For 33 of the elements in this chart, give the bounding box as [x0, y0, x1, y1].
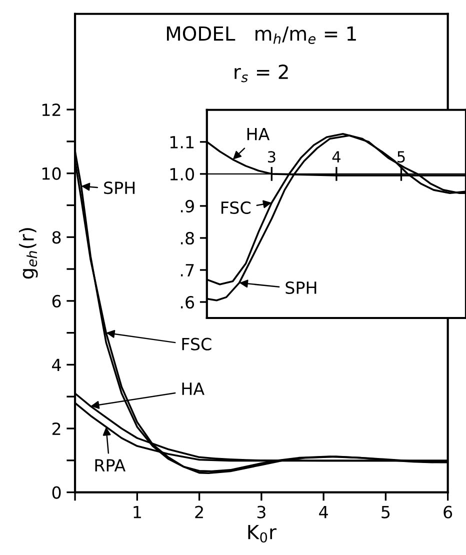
x-tick-label: 5 [398, 151, 405, 163]
annotation: HA [247, 128, 270, 140]
y-tick-label: .9 [180, 200, 194, 213]
annotation: SPH [286, 281, 316, 294]
text: MODEL m$_{h}$/m$_{e}$ = 1 [166, 26, 356, 44]
x-tick-label: 2 [195, 506, 203, 518]
y-tick-label: 2 [52, 422, 60, 435]
annotation: RPA [95, 459, 126, 472]
y-tick-label: 1.1 [170, 136, 194, 148]
y-tick-label: 10 [42, 167, 61, 180]
x-tick-label: 3 [268, 151, 276, 163]
y-tick-label: 4 [52, 358, 61, 372]
x-tick-label: 1 [134, 506, 141, 518]
x-tick-label: 6 [444, 506, 452, 518]
annotation: HA [182, 382, 204, 395]
y-tick-label: 12 [42, 104, 60, 116]
y-axis-title: g$_{eh}$(r) [18, 228, 38, 279]
text: r$_{s}$ = 2 [234, 64, 288, 82]
x-tick-label: 5 [382, 506, 390, 518]
annotation: SPH [104, 182, 135, 194]
y-tick-label: .7 [180, 264, 194, 276]
y-tick-label: 8 [52, 231, 61, 244]
annotation: FSC [182, 338, 212, 350]
y-tick-label: 0 [52, 486, 61, 499]
x-tick-label: 4 [332, 151, 340, 162]
annotation: FSC [221, 201, 250, 214]
y-tick-label: 6 [52, 294, 61, 308]
x-axis-title: K$_{0}$r [248, 524, 276, 543]
y-tick-label: .6 [180, 296, 194, 309]
y-tick-label: 1.0 [170, 168, 194, 180]
y-tick-label: .8 [180, 232, 194, 245]
x-tick-label: 3 [257, 506, 266, 518]
x-tick-label: 4 [319, 506, 328, 518]
